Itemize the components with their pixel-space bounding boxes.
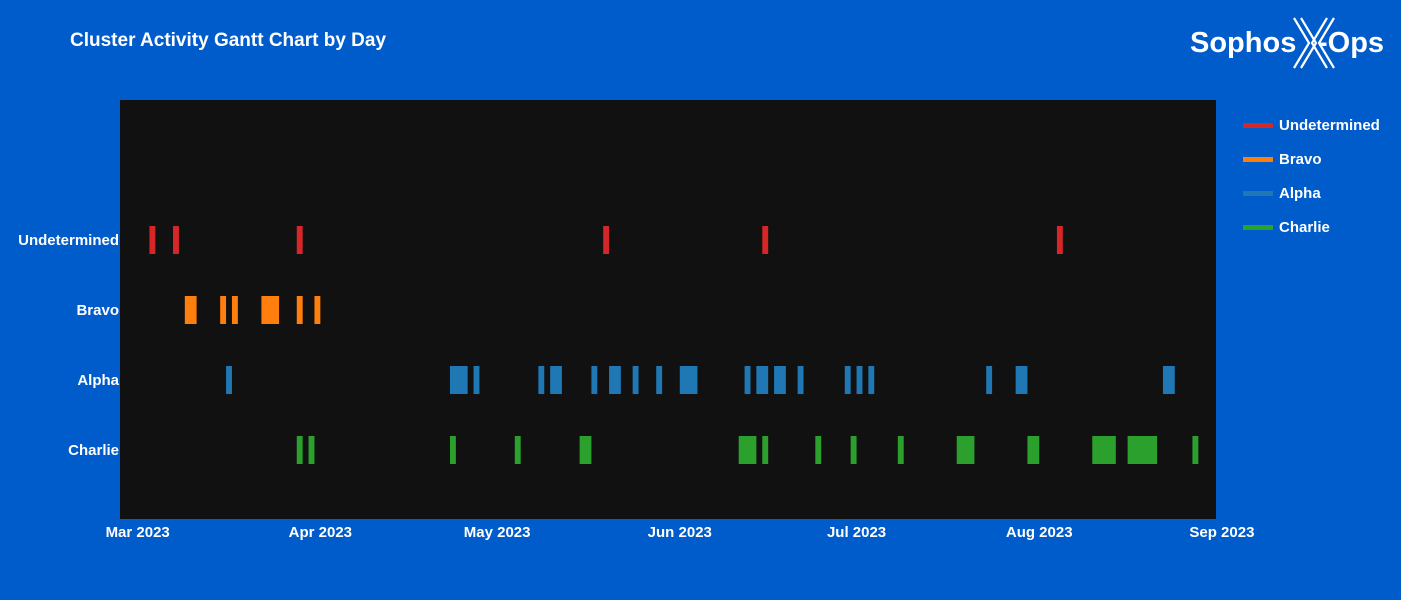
legend-swatch xyxy=(1243,190,1273,196)
legend-label: Undetermined xyxy=(1279,116,1380,134)
bar-charlie-9 xyxy=(897,436,904,464)
legend-item-alpha[interactable]: Alpha xyxy=(1243,176,1380,210)
bar-charlie-13 xyxy=(1127,436,1158,464)
legend-swatch xyxy=(1243,224,1273,230)
legend: Undetermined Bravo Alpha Charlie xyxy=(1243,108,1380,244)
legend-label: Alpha xyxy=(1279,184,1321,202)
x-tick-label: Apr 2023 xyxy=(289,524,352,541)
bar-charlie-1 xyxy=(308,436,315,464)
plot-background xyxy=(120,100,1216,519)
bar-undetermined-3 xyxy=(603,226,610,254)
y-axis-labels: Undetermined Bravo Alpha Charlie xyxy=(18,232,120,459)
bar-charlie-4 xyxy=(579,436,592,464)
bar-bravo-2 xyxy=(231,296,238,324)
bar-alpha-4 xyxy=(550,366,562,394)
bar-bravo-5 xyxy=(314,296,321,324)
x-tick-label: May 2023 xyxy=(464,524,531,541)
sophos-x-ops-logo: Sophos -Ops xyxy=(1190,17,1384,69)
bar-charlie-6 xyxy=(762,436,769,464)
bar-charlie-2 xyxy=(449,436,456,464)
bar-alpha-9 xyxy=(679,366,698,394)
x-tick-label: Jun 2023 xyxy=(648,524,712,541)
y-tick-label: Charlie xyxy=(68,442,119,459)
bar-undetermined-4 xyxy=(762,226,769,254)
bar-undetermined-1 xyxy=(173,226,179,254)
bar-charlie-14 xyxy=(1192,436,1199,464)
bar-alpha-6 xyxy=(609,366,621,394)
legend-swatch xyxy=(1243,122,1273,128)
x-tick-label: Sep 2023 xyxy=(1189,524,1254,541)
legend-item-undetermined[interactable]: Undetermined xyxy=(1243,108,1380,142)
bar-undetermined-5 xyxy=(1056,226,1063,254)
bar-charlie-0 xyxy=(296,436,303,464)
bar-undetermined-0 xyxy=(149,226,156,254)
bar-bravo-3 xyxy=(261,296,280,324)
x-tick-label: Aug 2023 xyxy=(1006,524,1073,541)
brand-name: Sophos xyxy=(1190,27,1296,59)
y-tick-label: Undetermined xyxy=(18,232,119,249)
bar-alpha-16 xyxy=(868,366,875,394)
bar-alpha-11 xyxy=(756,366,769,394)
bar-charlie-11 xyxy=(1027,436,1040,464)
bar-alpha-10 xyxy=(744,366,751,394)
bar-bravo-4 xyxy=(296,296,303,324)
bar-alpha-1 xyxy=(449,366,468,394)
bar-alpha-13 xyxy=(797,366,804,394)
legend-item-charlie[interactable]: Charlie xyxy=(1243,210,1380,244)
bar-bravo-0 xyxy=(184,296,197,324)
x-tick-label: Mar 2023 xyxy=(106,524,170,541)
y-tick-label: Bravo xyxy=(76,302,119,319)
legend-swatch xyxy=(1243,156,1273,162)
bar-alpha-2 xyxy=(473,366,480,394)
legend-label: Charlie xyxy=(1279,218,1330,236)
bars-group xyxy=(149,226,1199,464)
bar-alpha-8 xyxy=(656,366,663,394)
bar-charlie-10 xyxy=(956,436,975,464)
bar-charlie-3 xyxy=(514,436,521,464)
chart-title: Cluster Activity Gantt Chart by Day xyxy=(70,30,387,51)
bar-charlie-5 xyxy=(738,436,757,464)
legend-item-bravo[interactable]: Bravo xyxy=(1243,142,1380,176)
bar-alpha-19 xyxy=(1162,366,1175,394)
bar-alpha-5 xyxy=(591,366,598,394)
bar-alpha-12 xyxy=(774,366,786,394)
bar-undetermined-2 xyxy=(296,226,303,254)
x-tick-label: Jul 2023 xyxy=(827,524,886,541)
legend-label: Bravo xyxy=(1279,150,1322,168)
y-tick-label: Alpha xyxy=(77,372,119,389)
brand-suffix: -Ops xyxy=(1318,27,1384,59)
bar-alpha-17 xyxy=(986,366,993,394)
bar-charlie-12 xyxy=(1092,436,1116,464)
bar-alpha-14 xyxy=(844,366,851,394)
bar-alpha-18 xyxy=(1015,366,1028,394)
bar-alpha-3 xyxy=(538,366,545,394)
x-axis-labels: Mar 2023 Apr 2023 May 2023 Jun 2023 Jul 2023… xyxy=(106,524,1255,541)
bar-bravo-1 xyxy=(220,296,227,324)
bar-alpha-15 xyxy=(856,366,863,394)
bar-alpha-0 xyxy=(226,366,232,394)
bar-charlie-7 xyxy=(815,436,822,464)
bar-alpha-7 xyxy=(632,366,639,394)
x-mark-icon xyxy=(1293,17,1335,69)
bar-charlie-8 xyxy=(850,436,857,464)
